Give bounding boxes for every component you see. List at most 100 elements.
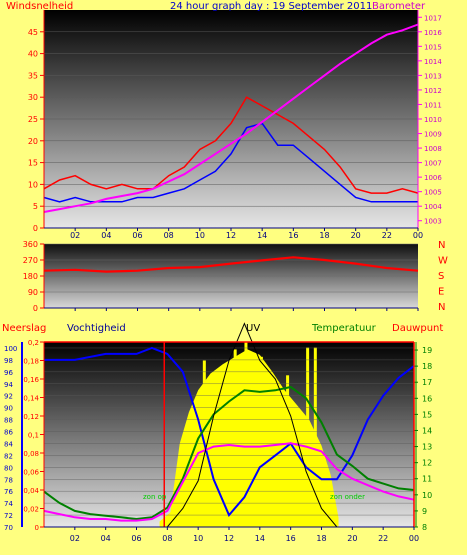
- sunshine-spike: [313, 347, 317, 527]
- chart-title: 24 hour graph day : 19 September 2011: [170, 1, 372, 12]
- sunshine-spike: [259, 356, 263, 527]
- rain-tick-label: 0,18: [23, 358, 39, 366]
- humidity-tick-label: 70: [4, 524, 13, 532]
- direction-y-tick-label: 270: [23, 256, 38, 265]
- sunshine-spike: [286, 375, 290, 527]
- wind-y-tick-label: 35: [28, 71, 38, 80]
- climate-x-tick-label: 18: [316, 534, 326, 543]
- wind-y-tick-label: 15: [28, 159, 38, 168]
- direction-y-tick-label: 90: [28, 288, 38, 297]
- direction-y-tick-label: 180: [23, 272, 38, 281]
- wind-axis-title: Windsnelheid: [6, 1, 73, 12]
- baro-y-tick-label: 1011: [424, 101, 442, 109]
- compass-label: E: [438, 287, 444, 298]
- rain-tick-label: 0,12: [23, 413, 39, 421]
- uv-line: [44, 322, 414, 528]
- baro-y-tick-label: 1008: [424, 145, 442, 153]
- baro-axis-title: Barometer: [372, 1, 426, 12]
- compass-label: N: [438, 240, 445, 251]
- baro-y-tick-label: 1012: [424, 87, 442, 95]
- climate-x-tick-label: 16: [286, 534, 296, 543]
- rain-tick-label: 0,1: [28, 432, 39, 440]
- climate-x-tick-label: 12: [224, 534, 234, 543]
- legend-item: Vochtigheid: [67, 323, 126, 334]
- sunrise-label: zon op: [143, 493, 167, 501]
- baro-y-tick-label: 1017: [424, 14, 442, 22]
- compass-label: W: [438, 256, 448, 267]
- climate-x-tick-label: 02: [70, 534, 80, 543]
- baro-y-tick-label: 1004: [424, 203, 442, 211]
- temp-tick-label: 16: [422, 394, 432, 403]
- temp-tick-label: 12: [422, 459, 432, 468]
- baro-y-tick-label: 1006: [424, 174, 442, 182]
- wind-average-line: [43, 122, 418, 203]
- wind-x-tick-label: 14: [257, 231, 267, 240]
- wind-y-tick-label: 10: [28, 180, 38, 189]
- baro-y-tick-label: 1005: [424, 189, 442, 197]
- humidity-tick-label: 92: [4, 393, 13, 401]
- temp-tick-label: 17: [422, 378, 432, 387]
- sunshine-spike: [244, 342, 248, 527]
- humidity-tick-label: 76: [4, 488, 13, 496]
- wind-y-tick-label: 20: [28, 137, 38, 146]
- rain-tick-label: 0,02: [23, 506, 39, 514]
- temp-tick-label: 11: [422, 475, 432, 484]
- wind-y-tick-label: 5: [33, 202, 38, 211]
- wind-x-tick-label: 22: [382, 231, 392, 240]
- temp-tick-label: 13: [422, 443, 432, 452]
- wind-y-tick-label: 45: [28, 28, 38, 37]
- baro-y-tick-label: 1007: [424, 160, 442, 168]
- legend-item: Neerslag: [2, 323, 46, 334]
- climate-x-tick-label: 04: [101, 534, 111, 543]
- wind-y-tick-label: 40: [28, 50, 38, 59]
- humidity-tick-label: 100: [4, 345, 17, 353]
- direction-y-tick-label: 0: [33, 304, 38, 313]
- temp-tick-label: 9: [422, 507, 427, 516]
- humidity-tick-label: 84: [4, 440, 13, 448]
- humidity-tick-label: 94: [4, 381, 13, 389]
- sunshine-spike: [233, 349, 237, 527]
- baro-y-tick-label: 1016: [424, 29, 442, 37]
- temp-tick-label: 18: [422, 362, 432, 371]
- legend-item: Dauwpunt: [392, 323, 443, 334]
- humidity-tick-label: 86: [4, 429, 13, 437]
- temp-tick-label: 14: [422, 426, 432, 435]
- wind-x-tick-label: 18: [319, 231, 329, 240]
- wind-x-tick-label: 04: [101, 231, 111, 240]
- wind-x-tick-label: 20: [351, 231, 361, 240]
- wind-x-tick-label: 08: [164, 231, 174, 240]
- rain-tick-label: 0,08: [23, 450, 39, 458]
- humidity-tick-label: 72: [4, 512, 13, 520]
- climate-x-tick-label: 00: [409, 534, 419, 543]
- wind-x-tick-label: 10: [195, 231, 205, 240]
- climate-x-tick-label: 06: [131, 534, 141, 543]
- humidity-tick-label: 82: [4, 452, 13, 460]
- climate-x-tick-label: 10: [193, 534, 203, 543]
- humidity-tick-label: 80: [4, 464, 13, 472]
- humidity-tick-label: 96: [4, 369, 13, 377]
- temp-tick-label: 10: [422, 491, 432, 500]
- rain-tick-label: 0,06: [23, 469, 39, 477]
- wind-gust-line: [43, 96, 419, 194]
- sunset-label: zon onder: [330, 493, 365, 501]
- baro-y-tick-label: 1010: [424, 116, 442, 124]
- humidity-tick-label: 78: [4, 476, 13, 484]
- humidity-tick-label: 90: [4, 405, 13, 413]
- compass-label: N: [438, 302, 445, 313]
- wind-y-tick-label: 0: [33, 224, 38, 233]
- baro-y-tick-label: 1013: [424, 72, 442, 80]
- humidity-line: [44, 346, 415, 517]
- barometer-line: [43, 23, 419, 213]
- baro-y-tick-label: 1014: [424, 58, 442, 66]
- humidity-tick-label: 98: [4, 357, 13, 365]
- wind-y-tick-label: 25: [28, 115, 38, 124]
- wind-x-tick-label: 12: [226, 231, 236, 240]
- temp-tick-label: 19: [422, 346, 432, 355]
- temp-tick-label: 8: [422, 523, 427, 532]
- wind-x-tick-label: 16: [288, 231, 298, 240]
- dewpoint-line: [43, 442, 415, 522]
- rain-tick-label: 0,16: [23, 376, 39, 384]
- rain-tick-label: 0,14: [23, 395, 39, 403]
